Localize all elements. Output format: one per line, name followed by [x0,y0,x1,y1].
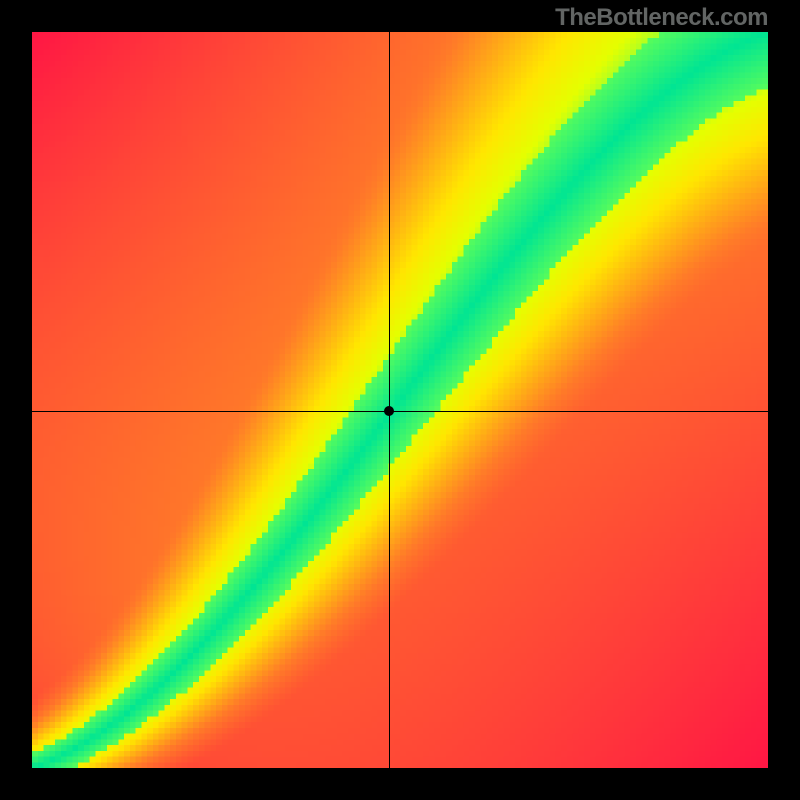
watermark-text: TheBottleneck.com [555,4,768,32]
heatmap-canvas [32,32,768,768]
crosshair-marker [384,406,394,416]
chart-container: TheBottleneck.com [0,0,800,800]
crosshair-horizontal [32,411,768,412]
plot-area [32,32,768,768]
crosshair-vertical [389,32,390,768]
